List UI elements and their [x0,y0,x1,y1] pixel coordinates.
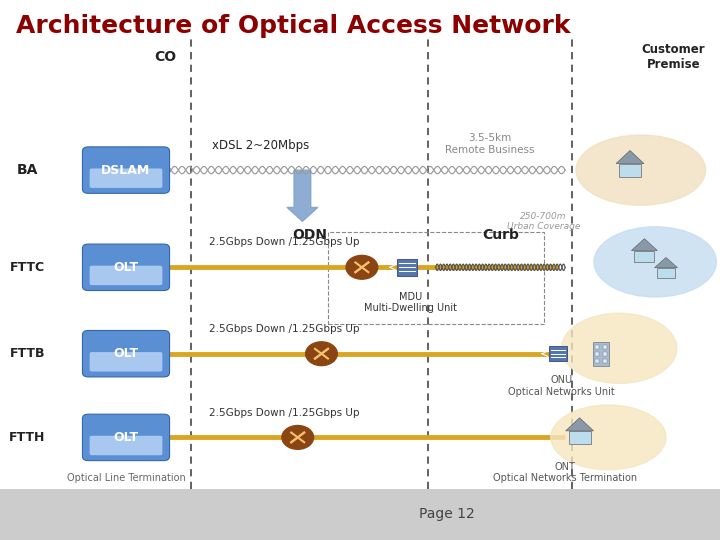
Text: xDSL 2~20Mbps: xDSL 2~20Mbps [212,139,310,152]
Ellipse shape [576,135,706,205]
Text: 2.5Gbps Down /1.25Gbps Up: 2.5Gbps Down /1.25Gbps Up [209,238,359,247]
Bar [634,251,654,262]
Bar [619,164,641,177]
Polygon shape [631,239,657,251]
Bar [328,232,544,324]
Bar [595,352,600,356]
Circle shape [306,342,337,366]
FancyArrowPatch shape [287,170,318,221]
Polygon shape [616,151,644,164]
Text: Architecture of Optical Access Network: Architecture of Optical Access Network [16,14,570,37]
Ellipse shape [551,405,666,470]
Text: Curb: Curb [482,228,519,242]
Bar [397,259,417,275]
Bar [549,346,567,361]
Text: ONT
Optical Networks Termination: ONT Optical Networks Termination [493,462,637,483]
Text: 2.5Gbps Down /1.25Gbps Up: 2.5Gbps Down /1.25Gbps Up [209,324,359,334]
Ellipse shape [562,313,677,383]
Bar [603,345,608,349]
Text: DSLAM: DSLAM [102,164,150,177]
Text: FTTB: FTTB [9,347,45,360]
Bar [595,345,600,349]
Polygon shape [654,258,678,268]
FancyBboxPatch shape [82,244,170,291]
Text: ODN: ODN [292,228,327,242]
FancyBboxPatch shape [89,436,163,455]
Text: ONU
Optical Networks Unit: ONU Optical Networks Unit [508,375,615,397]
FancyBboxPatch shape [82,147,170,193]
Text: FTTC: FTTC [10,261,45,274]
Bar [603,352,608,356]
Text: OLT: OLT [114,261,138,274]
Text: 3.5-5km
Remote Business: 3.5-5km Remote Business [445,133,534,155]
Circle shape [346,255,378,279]
FancyBboxPatch shape [89,352,163,372]
Text: OLT: OLT [114,347,138,360]
Bar [595,359,600,363]
Text: 250-700m
Urban Coverage: 250-700m Urban Coverage [507,212,580,231]
Text: OLT: OLT [114,431,138,444]
Bar [593,342,609,366]
Ellipse shape [594,227,716,297]
Text: Optical Line Termination: Optical Line Termination [67,473,185,483]
Text: Customer
Premise: Customer Premise [642,43,705,71]
Text: BA: BA [17,163,38,177]
Text: Page 12: Page 12 [418,507,474,521]
Polygon shape [566,418,593,431]
Text: CO: CO [155,50,176,64]
Bar [569,431,590,444]
Text: FTTH: FTTH [9,431,45,444]
Text: MDU
Multi-Dwelling Unit: MDU Multi-Dwelling Unit [364,292,457,313]
FancyBboxPatch shape [89,266,163,285]
FancyBboxPatch shape [82,414,170,461]
Text: 2.5Gbps Down /1.25Gbps Up: 2.5Gbps Down /1.25Gbps Up [209,408,359,417]
FancyBboxPatch shape [89,168,163,188]
Bar [603,359,608,363]
Bar [657,268,675,278]
FancyBboxPatch shape [82,330,170,377]
Circle shape [282,426,313,449]
Bar [0,489,720,540]
